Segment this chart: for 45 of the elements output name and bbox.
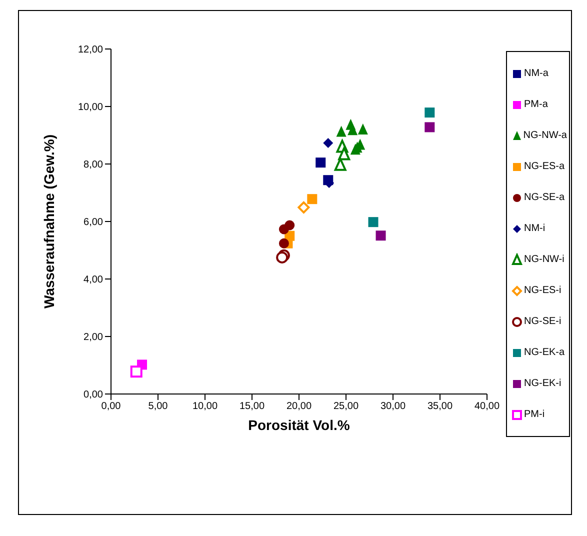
y-tick-label: 12,00: [78, 44, 104, 56]
point: [376, 230, 386, 241]
x-axis-title: Porosität Vol.%: [248, 417, 350, 433]
y-tick-label: 2,00: [84, 332, 104, 344]
y-tick-label: 4,00: [84, 274, 104, 286]
point: [316, 158, 326, 168]
x-tick-label: 30,00: [380, 401, 406, 412]
point: [424, 122, 435, 132]
legend-label: PM-i: [524, 409, 545, 420]
x-tick-label: 35,00: [427, 401, 453, 412]
x-tick-label: 10,00: [192, 401, 218, 412]
legend-label: NG-EK-a: [524, 347, 565, 358]
point: [130, 366, 142, 378]
x-tick-label: 20,00: [286, 401, 312, 412]
legend-label: PM-a: [524, 99, 548, 110]
point: [368, 217, 378, 228]
point: [307, 194, 318, 204]
x-tick-label: 40,00: [474, 401, 500, 412]
point: [278, 238, 289, 248]
point: [358, 124, 368, 134]
legend-label: NM-i: [524, 223, 546, 234]
legend-label: NG-NW-a: [523, 130, 567, 141]
x-tick-label: 15,00: [239, 401, 265, 412]
point: [323, 138, 334, 148]
legend-label: NG-ES-a: [524, 161, 565, 172]
legend-label: NG-SE-a: [524, 192, 565, 203]
point: [298, 201, 310, 214]
x-tick-label: 25,00: [333, 401, 359, 412]
point: [338, 147, 350, 160]
legend-label: NG-EK-i: [524, 378, 562, 389]
y-tick-label: 8,00: [84, 160, 104, 171]
y-axis-title: Wasseraufnahme (Gew.%): [40, 134, 57, 309]
point: [336, 126, 346, 137]
legend-label: NG-NW-i: [524, 254, 564, 265]
legend-label: NM-a: [524, 68, 548, 79]
point: [334, 158, 346, 171]
x-tick-label: 0,00: [101, 401, 122, 412]
point: [278, 224, 289, 234]
point: [424, 108, 435, 118]
legend-label: NG-ES-i: [524, 285, 562, 296]
y-tick-label: 10,00: [78, 102, 104, 114]
y-tick-label: 6,00: [84, 217, 104, 228]
x-tick-label: 5,00: [148, 401, 168, 412]
legend-label: NG-SE-i: [524, 316, 562, 327]
y-tick-label: 0,00: [84, 390, 104, 401]
